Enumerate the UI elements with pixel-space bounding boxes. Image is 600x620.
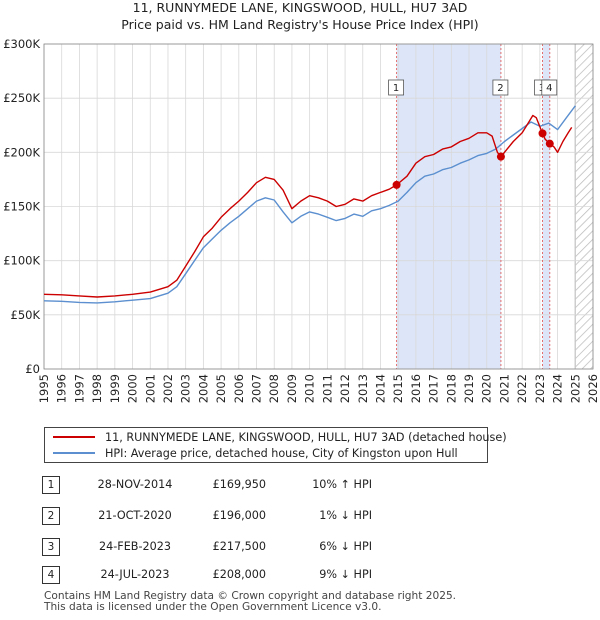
transaction-hpi-diff: 6% ↓ HPI — [319, 540, 372, 553]
x-tick-label: 2019 — [462, 374, 476, 403]
y-tick-label: £50K — [11, 308, 41, 322]
legend-swatch-hpi — [53, 452, 95, 454]
x-tick-label: 2023 — [533, 374, 547, 403]
footer-copyright: Contains HM Land Registry data © Crown c… — [44, 590, 457, 602]
chart-title: 11, RUNNYMEDE LANE, KINGSWOOD, HULL, HU7… — [133, 0, 468, 15]
x-tick-label: 2016 — [409, 374, 423, 403]
x-tick-label: 2010 — [303, 374, 317, 403]
x-tick-label: 2001 — [143, 374, 157, 403]
legend-label-property: 11, RUNNYMEDE LANE, KINGSWOOD, HULL, HU7… — [105, 430, 507, 444]
y-tick-label: £200K — [3, 145, 40, 159]
x-tick-label: 2007 — [250, 374, 264, 403]
hpi-line — [43, 105, 576, 304]
x-tick-label: 2012 — [338, 374, 352, 403]
plot-area: 1234£0£50K£100K£150K£200K£250K£300K19951… — [3, 37, 600, 403]
transaction-price: £217,500 — [212, 540, 266, 553]
attribution-footer: Contains HM Land Registry data © Crown c… — [44, 591, 456, 613]
x-tick-label: 2020 — [480, 374, 494, 403]
table-row: 4 24-JUL-2023 £208,000 9% ↓ HPI — [0, 566, 600, 586]
transaction-date: 24-JUL-2023 — [100, 568, 170, 581]
table-row: 1 28-NOV-2014 £169,950 10% ↑ HPI — [0, 476, 600, 496]
y-tick-label: £250K — [3, 91, 40, 105]
x-tick-label: 2018 — [444, 374, 458, 403]
y-tick-label: £150K — [3, 200, 40, 214]
x-tick-label: 2004 — [196, 374, 210, 403]
x-tick-label: 1998 — [90, 374, 104, 403]
transaction-point — [538, 129, 547, 138]
x-tick-label: 2022 — [515, 374, 529, 403]
transaction-price: £196,000 — [212, 509, 266, 522]
x-tick-label: 1996 — [55, 374, 69, 403]
transaction-hpi-diff: 9% ↓ HPI — [319, 568, 372, 581]
x-tick-label: 2014 — [373, 374, 387, 403]
transaction-label-box — [541, 79, 558, 96]
x-tick-label: 2025 — [568, 374, 582, 403]
transaction-date: 21-OCT-2020 — [98, 509, 172, 522]
x-tick-label: 1995 — [37, 374, 51, 403]
x-tick-label: 2005 — [214, 374, 228, 403]
x-tick-label: 2002 — [161, 374, 175, 403]
transaction-date: 28-NOV-2014 — [97, 478, 173, 491]
x-tick-label: 2021 — [497, 374, 511, 403]
transaction-date: 24-FEB-2023 — [99, 540, 171, 553]
x-tick-label: 1999 — [108, 374, 122, 403]
footer-licence: This data is licensed under the Open Gov… — [44, 601, 382, 613]
x-tick-label: 2003 — [179, 374, 193, 403]
x-tick-label: 2015 — [391, 374, 405, 403]
y-tick-label: £300K — [3, 37, 40, 51]
legend-item-property: 11, RUNNYMEDE LANE, KINGSWOOD, HULL, HU7… — [53, 429, 507, 445]
transaction-hpi-diff: 1% ↓ HPI — [319, 509, 372, 522]
transaction-number-badge: 1 — [42, 476, 60, 494]
transaction-label: 1 — [393, 83, 399, 94]
x-tick-label: 2009 — [285, 374, 299, 403]
transaction-label: 4 — [546, 83, 552, 94]
transaction-point — [392, 180, 401, 189]
table-row: 3 24-FEB-2023 £217,500 6% ↓ HPI — [0, 538, 600, 558]
x-tick-label: 1997 — [72, 374, 86, 403]
transaction-hpi-diff: 10% ↑ HPI — [312, 478, 372, 491]
legend-swatch-property — [53, 436, 95, 438]
x-tick-label: 2013 — [356, 374, 370, 403]
y-tick-label: £0 — [25, 362, 40, 376]
price-chart: 11, RUNNYMEDE LANE, KINGSWOOD, HULL, HU7… — [3, 0, 600, 403]
y-tick-label: £100K — [3, 254, 40, 268]
chart-legend: 11, RUNNYMEDE LANE, KINGSWOOD, HULL, HU7… — [44, 427, 507, 463]
x-tick-label: 2006 — [232, 374, 246, 403]
transaction-point — [496, 152, 505, 161]
property-price-line — [43, 114, 573, 298]
legend-label-hpi: HPI: Average price, detached house, City… — [105, 446, 458, 460]
legend-item-hpi: HPI: Average price, detached house, City… — [53, 445, 458, 461]
transaction-label-box — [388, 79, 404, 96]
transaction-point — [545, 139, 554, 148]
transaction-number-badge: 4 — [42, 566, 60, 584]
plot-frame — [43, 43, 594, 370]
transaction-label-box — [492, 79, 509, 96]
transaction-number-badge: 2 — [42, 507, 60, 525]
transaction-price: £169,950 — [212, 478, 266, 491]
x-tick-label: 2017 — [427, 374, 441, 403]
x-tick-label: 2026 — [586, 374, 600, 403]
transaction-price: £208,000 — [212, 568, 266, 581]
x-tick-label: 2000 — [126, 374, 140, 403]
transaction-number-badge: 3 — [42, 538, 60, 556]
x-tick-label: 2008 — [267, 374, 281, 403]
transaction-label: 2 — [497, 83, 503, 94]
chart-subtitle: Price paid vs. HM Land Registry's House … — [121, 17, 478, 32]
table-row: 2 21-OCT-2020 £196,000 1% ↓ HPI — [0, 507, 600, 527]
x-tick-label: 2024 — [551, 374, 565, 403]
x-tick-label: 2011 — [320, 374, 334, 403]
